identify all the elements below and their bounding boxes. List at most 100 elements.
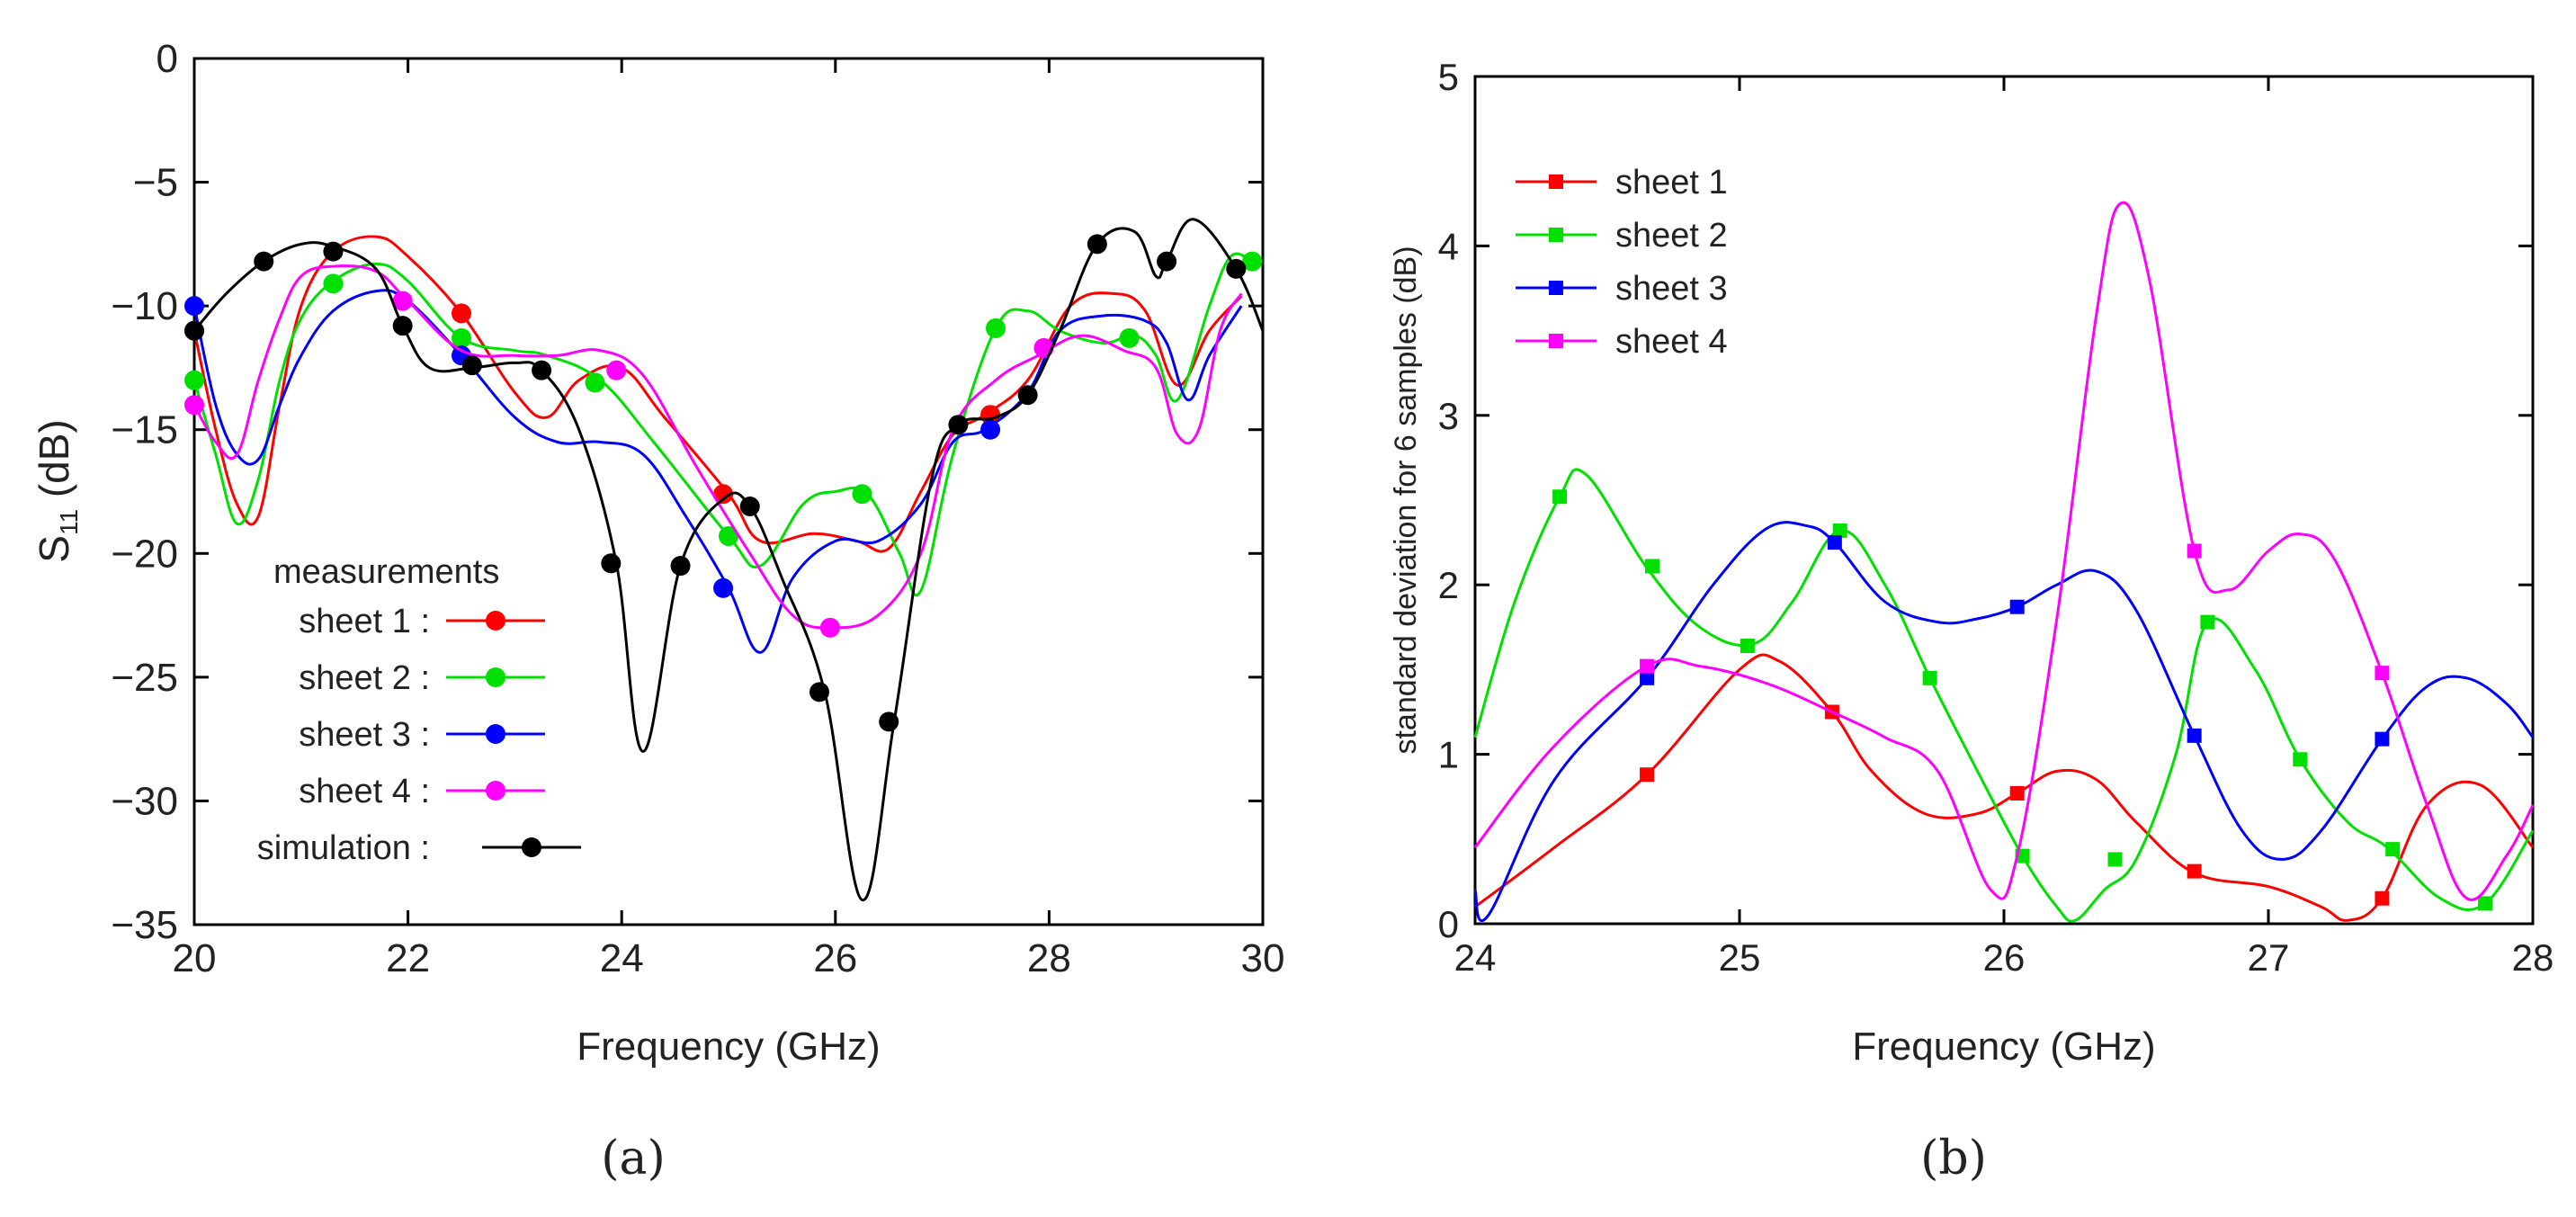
panel-a-ticks: 20 22 24 26 28 30 0 −5 −10 −15 −20 −25 −30 −35 <box>111 37 1284 980</box>
panel-a-legend-label: sheet 3 : <box>299 716 430 754</box>
panel-b-series-line-sheet-3 <box>1473 521 2535 922</box>
panel-a-data-point-sheet-2 <box>323 273 344 294</box>
panel-b-data-point-sheet-2 <box>1740 639 1755 654</box>
panel-a-y-axis-label: S11 (dB) <box>31 419 83 562</box>
panel-b-legend-marker <box>1549 281 1563 295</box>
panel-a-legend-item-sheet-1: sheet 1 : <box>299 603 545 640</box>
panel-b-x-tick-label: 26 <box>1983 936 2026 979</box>
panel-b-legend-marker <box>1549 228 1563 242</box>
panel-b-data-point-sheet-4 <box>2375 666 2390 681</box>
panel-b-legend-marker <box>1549 334 1563 348</box>
panel-b-x-tick-label: 28 <box>2512 936 2554 979</box>
panel-b-y-tick-label: 3 <box>1438 395 1459 437</box>
panel-a-series <box>184 218 1265 901</box>
panel-a-data-point-simulation <box>1017 385 1038 406</box>
panel-b-legend-label: sheet 4 <box>1615 323 1728 361</box>
panel-a-data-point-sheet-3 <box>713 577 734 598</box>
panel-a-data-point-sheet-4 <box>184 395 204 416</box>
panel-b-series-sheet-2 <box>1473 468 2535 923</box>
panel-a-legend-label: simulation : <box>257 829 430 867</box>
panel-a-y-tick-label: −15 <box>111 408 178 452</box>
panel-a-y-axis-label-unit: (dB) <box>31 419 77 509</box>
panel-b-legend-item-sheet-4: sheet 4 <box>1516 323 1728 361</box>
panel-b-data-point-sheet-2 <box>2107 852 2123 867</box>
panel-a-legend-marker <box>486 724 505 744</box>
panel-b-data-point-sheet-3 <box>2187 728 2202 743</box>
panel-b-data-point-sheet-2 <box>1832 523 1847 538</box>
panel-a-data-point-simulation <box>323 241 344 262</box>
panel-b-legend-label: sheet 2 <box>1615 217 1728 255</box>
panel-b-data-point-sheet-1 <box>2009 785 2025 801</box>
panel-b-data-point-sheet-3 <box>2009 599 2025 614</box>
panel-b-series-sheet-4 <box>1473 201 2535 901</box>
panel-a-data-point-simulation <box>1157 251 1177 272</box>
panel-a-data-point-sheet-3 <box>980 419 1001 440</box>
panel-a-legend-marker <box>486 611 505 631</box>
panel-a-data-point-sheet-2 <box>585 372 605 393</box>
panel-b-x-tick-label: 27 <box>2248 936 2290 979</box>
panel-b-data-point-sheet-2 <box>2293 752 2308 767</box>
panel-a-legend-marker <box>486 781 505 801</box>
panel-b-data-point-sheet-2 <box>1922 670 1937 685</box>
panel-b-label: (b) <box>1920 1132 1987 1186</box>
panel-a-label: (a) <box>601 1132 666 1186</box>
panel-a-x-tick-label: 26 <box>813 936 857 980</box>
panel-a-legend-item-sheet-4: sheet 4 : <box>299 773 545 810</box>
panel-a-data-point-sheet-2 <box>986 318 1006 338</box>
panel-a-data-point-sheet-2 <box>719 526 738 547</box>
panel-a-plot-frame <box>192 57 1265 926</box>
panel-a-data-point-simulation <box>879 711 899 732</box>
panel-b-data-point-sheet-1 <box>2187 864 2202 879</box>
panel-a-x-tick-label: 30 <box>1241 936 1285 980</box>
panel-a-legend-marker <box>522 837 541 857</box>
panel-b-y-tick-label: 5 <box>1438 56 1459 98</box>
panel-b-data-point-sheet-1 <box>2375 890 2390 906</box>
panel-a-series-sheet-3 <box>184 289 1243 654</box>
panel-a-data-point-simulation <box>254 251 274 272</box>
panel-a-data-point-sheet-2 <box>852 484 872 505</box>
panel-b-data-point-sheet-2 <box>2478 896 2493 911</box>
panel-a-data-point-sheet-2 <box>1242 251 1263 272</box>
panel-b-data-point-sheet-2 <box>2385 842 2401 857</box>
panel-a-legend-label: sheet 1 : <box>299 603 430 640</box>
panel-a-legend-item-sheet-2: sheet 2 : <box>299 659 545 697</box>
panel-b-data-point-sheet-4 <box>2187 543 2202 559</box>
panel-b-x-tick-label: 24 <box>1454 936 1497 979</box>
panel-a-series-simulation <box>184 218 1265 901</box>
panel-b-data-point-sheet-4 <box>1640 658 1655 674</box>
panel-a-legend-label: sheet 2 : <box>299 659 430 697</box>
panel-a-data-point-simulation <box>184 320 204 341</box>
panel-a-x-tick-label: 22 <box>386 936 430 980</box>
panel-a-data-point-sheet-4 <box>392 291 413 311</box>
panel-a-data-point-sheet-2 <box>1119 327 1140 348</box>
panel-a-y-tick-label: −10 <box>111 284 178 328</box>
panel-b-legend-item-sheet-1: sheet 1 <box>1516 164 1728 201</box>
panel-a-data-point-sheet-3 <box>184 296 204 317</box>
panel-b-data-point-sheet-2 <box>1644 559 1659 574</box>
panel-a-x-tick-label: 28 <box>1027 936 1071 980</box>
panel-b-series-sheet-3 <box>1473 521 2535 922</box>
panel-a-legend-marker <box>486 667 505 687</box>
panel-b-series-line-sheet-2 <box>1473 468 2535 923</box>
panel-a-data-point-sheet-1 <box>713 484 734 505</box>
panel-a-x-tick-label: 20 <box>173 936 217 980</box>
panel-a-x-tick-label: 24 <box>600 936 644 980</box>
panel-b-y-axis-label: standard deviation for 6 samples (dB) <box>1389 246 1423 754</box>
panel-a-data-point-sheet-4 <box>606 360 627 380</box>
panel-a-y-tick-label: −35 <box>111 903 178 947</box>
panel-b-data-point-sheet-1 <box>1640 767 1655 783</box>
panel-b-y-tick-label: 4 <box>1438 225 1459 267</box>
panel-b-data-point-sheet-3 <box>1640 670 1655 685</box>
panel-a-y-axis-label-subscript: 11 <box>55 509 83 535</box>
panel-b-legend-item-sheet-3: sheet 3 <box>1516 270 1728 308</box>
panel-b-series <box>1473 201 2535 923</box>
panel-a-series-line-sheet-4 <box>192 264 1243 630</box>
panel-b-data-point-sheet-3 <box>2375 731 2390 747</box>
panel-a-y-tick-label: −25 <box>111 656 178 700</box>
panel-b-x-tick-label: 25 <box>1719 936 1761 979</box>
panel-a-data-point-simulation <box>1087 234 1107 255</box>
panel-b-legend-label: sheet 1 <box>1615 164 1728 201</box>
panel-a-y-tick-label: −5 <box>133 161 178 205</box>
